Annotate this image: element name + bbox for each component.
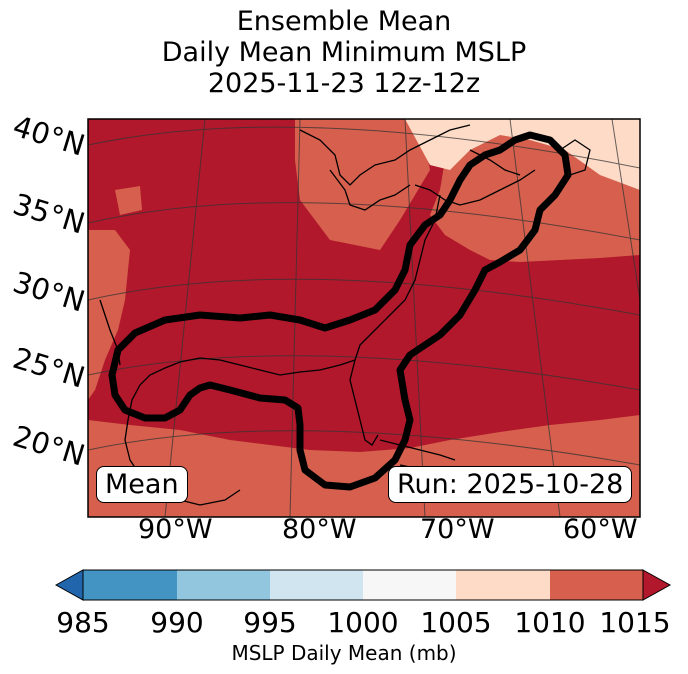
- colorbar-seg-1000-1005: [363, 570, 456, 600]
- colorbar-tick-1000: 1000: [327, 606, 399, 639]
- title-line-3: 2025-11-23 12z-12z: [207, 68, 481, 99]
- colorbar-seg-985-990: [83, 570, 177, 600]
- chart-title: Ensemble Mean Daily Mean Minimum MSLP 20…: [0, 6, 688, 99]
- colorbar-seg-995-1000: [270, 570, 363, 600]
- map-frame: [87, 118, 641, 518]
- title-line-1: Ensemble Mean: [236, 6, 452, 37]
- colorbar-tick-995: 995: [243, 606, 297, 639]
- colorbar-seg-1005-1010: [456, 570, 550, 600]
- pressure-band-1005-1010-west: [88, 230, 130, 400]
- pressure-band-1005-1010-texas-nub: [115, 186, 142, 215]
- colorbar-tick-1005: 1005: [420, 606, 492, 639]
- colorbar-high-extend: [642, 569, 672, 601]
- colorbar-low-extend: [54, 569, 84, 601]
- lon-label-90w: 90°W: [138, 514, 213, 545]
- pressure-contour: [108, 131, 572, 491]
- run-date-box: Run: 2025-10-28: [388, 466, 633, 503]
- title-line-2: Daily Mean Minimum MSLP: [161, 37, 527, 68]
- colorbar-tick-990: 990: [150, 606, 204, 639]
- mean-label-box: Mean: [96, 466, 188, 503]
- map-canvas: [87, 118, 641, 518]
- colorbar-tick-1010: 1010: [514, 606, 586, 639]
- colorbar-tick-1015: 1015: [599, 606, 671, 639]
- colorbar-tick-985: 985: [56, 606, 110, 639]
- pressure-band-1005-1010-north: [295, 119, 430, 250]
- lon-label-80w: 80°W: [282, 514, 357, 545]
- lon-label-70w: 70°W: [420, 514, 495, 545]
- colorbar-seg-990-995: [177, 570, 270, 600]
- pressure-band-1000-1005: [405, 119, 640, 190]
- colorbar: [54, 569, 672, 601]
- lon-label-60w: 60°W: [563, 514, 638, 545]
- colorbar-label: MSLP Daily Mean (mb): [231, 641, 457, 665]
- coastline: [99, 124, 591, 506]
- colorbar-seg-1010-1015: [550, 570, 643, 600]
